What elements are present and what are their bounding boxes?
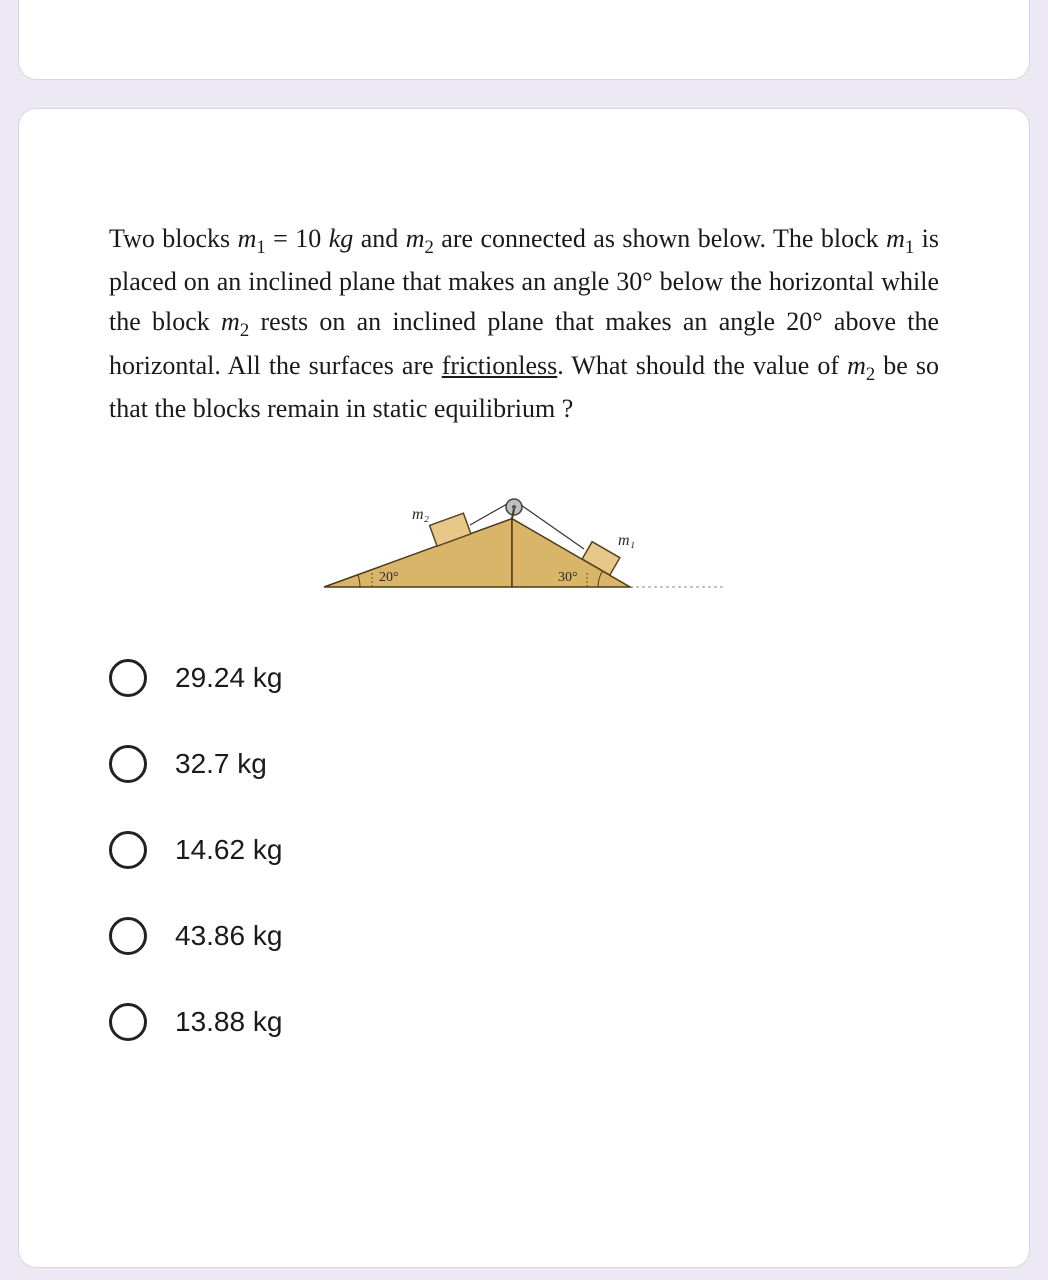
left-angle-label: 20° <box>379 570 399 585</box>
option-e[interactable]: 13.88 kg <box>109 1003 939 1041</box>
radio-icon <box>109 745 147 783</box>
question-text: Two blocks m1 = 10 kg and m2 are connect… <box>109 219 939 429</box>
diagram-container: 20° 30° m₂ m₁ <box>109 479 939 599</box>
radio-icon <box>109 831 147 869</box>
block-m1-label: m₁ <box>618 532 635 549</box>
left-incline <box>324 519 512 587</box>
previous-card-bottom <box>18 0 1030 80</box>
option-label: 13.88 kg <box>175 1006 282 1038</box>
option-label: 14.62 kg <box>175 834 282 866</box>
options-list: 29.24 kg 32.7 kg 14.62 kg 43.86 kg 13.88… <box>109 659 939 1041</box>
block-m2-label: m₂ <box>412 506 430 523</box>
pulley-pin <box>512 505 516 509</box>
inclined-planes-diagram: 20° 30° m₂ m₁ <box>314 479 734 599</box>
radio-icon <box>109 917 147 955</box>
radio-icon <box>109 1003 147 1041</box>
option-a[interactable]: 29.24 kg <box>109 659 939 697</box>
option-d[interactable]: 43.86 kg <box>109 917 939 955</box>
question-card: Two blocks m1 = 10 kg and m2 are connect… <box>18 108 1030 1268</box>
radio-icon <box>109 659 147 697</box>
option-label: 43.86 kg <box>175 920 282 952</box>
option-c[interactable]: 14.62 kg <box>109 831 939 869</box>
option-label: 32.7 kg <box>175 748 267 780</box>
option-b[interactable]: 32.7 kg <box>109 745 939 783</box>
option-label: 29.24 kg <box>175 662 282 694</box>
right-angle-label: 30° <box>558 570 578 585</box>
